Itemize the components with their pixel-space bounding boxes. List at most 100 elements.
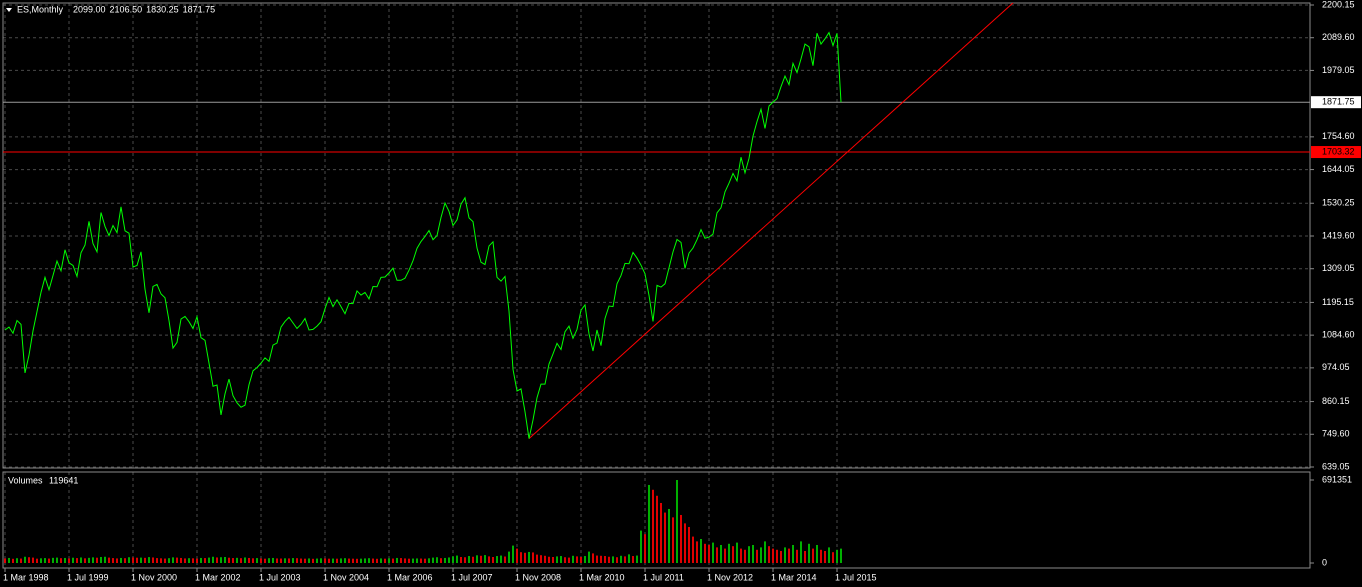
x-tick-label: 1 Jul 2011 (643, 572, 684, 582)
volume-bar (144, 557, 146, 563)
volume-bar (648, 484, 650, 563)
volume-bar (828, 547, 830, 563)
volume-bar (88, 557, 90, 563)
x-tick-label: 1 Nov 2008 (515, 572, 561, 582)
volume-bar (636, 555, 638, 563)
volume-bar (20, 558, 22, 563)
volume-bar (604, 556, 606, 563)
volume-bar (688, 526, 690, 563)
ohlc-value: 2106.50 (110, 4, 143, 14)
volume-bar (128, 557, 130, 563)
volume-bar (16, 558, 18, 563)
volume-bar (168, 558, 170, 563)
volume-bar (456, 555, 458, 563)
volume-bar (500, 555, 502, 563)
volume-bar (392, 558, 394, 563)
volume-bar (428, 558, 430, 563)
volume-bar (64, 557, 66, 563)
volume-bar (756, 549, 758, 563)
y-tick-label: 974.05 (1322, 362, 1350, 372)
volume-bar (552, 556, 554, 563)
volume-bar (720, 544, 722, 563)
x-tick-label: 1 Mar 1998 (3, 572, 49, 582)
volume-bar (308, 558, 310, 563)
volume-bar (584, 556, 586, 563)
volume-bar (96, 557, 98, 563)
volume-bar (684, 523, 686, 563)
volume-bar (704, 543, 706, 563)
volume-bar (472, 556, 474, 563)
volume-bar (108, 557, 110, 563)
y-tick-label: 2200.15 (1322, 0, 1355, 9)
level-label-box (1311, 146, 1361, 159)
y-tick-label: 639.05 (1322, 461, 1350, 471)
volume-bar (208, 557, 210, 563)
volume-bar (436, 557, 438, 563)
volume-bar (484, 555, 486, 563)
volume-bar (600, 555, 602, 563)
volume-bar (488, 556, 490, 563)
volume-bar (768, 546, 770, 563)
volume-bar (652, 489, 654, 563)
volume-bar (420, 558, 422, 563)
volume-bar (824, 550, 826, 563)
volume-bar (32, 557, 34, 563)
volume-bar (36, 558, 38, 563)
volume-bar (568, 557, 570, 563)
volume-bar (808, 543, 810, 563)
y-tick-label: 1084.60 (1322, 330, 1355, 340)
volume-bar (352, 558, 354, 563)
volume-bar (732, 546, 734, 563)
volume-bar (12, 558, 14, 563)
volume-last-value: 119641 (49, 475, 78, 485)
volume-bar (528, 551, 530, 563)
volume-bar (332, 558, 334, 563)
volume-bar (148, 557, 150, 563)
x-tick-label: 1 Jul 2003 (259, 572, 301, 582)
volume-bar (792, 544, 794, 563)
volume-bar (820, 549, 822, 563)
volume-bar (668, 508, 670, 563)
volume-bar (400, 558, 402, 563)
volume-bar (176, 557, 178, 563)
volume-bar (44, 558, 46, 563)
volume-bar (664, 512, 666, 563)
volume-bar (644, 534, 646, 563)
volume-bar (68, 558, 70, 563)
volume-bar (60, 558, 62, 563)
volume-bar (336, 558, 338, 563)
volume-bar (380, 558, 382, 563)
collapse-icon[interactable] (6, 8, 12, 12)
volume-bar (156, 558, 158, 563)
x-tick-label: 1 Jul 1999 (67, 572, 109, 582)
volume-bar (444, 557, 446, 563)
volume-bar (104, 556, 106, 563)
volume-bar (724, 548, 726, 563)
volume-bar (260, 558, 262, 563)
volume-bar (200, 557, 202, 563)
volume-bar (396, 557, 398, 563)
volume-bar (448, 557, 450, 563)
volume-bar (560, 556, 562, 563)
volume-bar (712, 542, 714, 563)
volume-bar (28, 557, 30, 563)
volume-bar (184, 558, 186, 563)
volume-bar (76, 558, 78, 563)
volume-bar (800, 541, 802, 563)
volume-bar (432, 557, 434, 563)
volume-bar (240, 558, 242, 563)
volume-bar (832, 552, 834, 563)
y-tick-label: 1644.05 (1322, 164, 1355, 174)
volume-bar (216, 557, 218, 563)
volume-bar (252, 558, 254, 563)
volume-bar (632, 556, 634, 563)
volume-bar (24, 556, 26, 563)
volume-bar (276, 558, 278, 563)
volume-bar (496, 556, 498, 563)
volume-bar (120, 557, 122, 563)
volume-bar (388, 558, 390, 563)
price-line (4, 31, 842, 439)
plot-layer: 1703.32 1871.75 (3, 3, 1361, 563)
volume-bar (52, 557, 54, 563)
